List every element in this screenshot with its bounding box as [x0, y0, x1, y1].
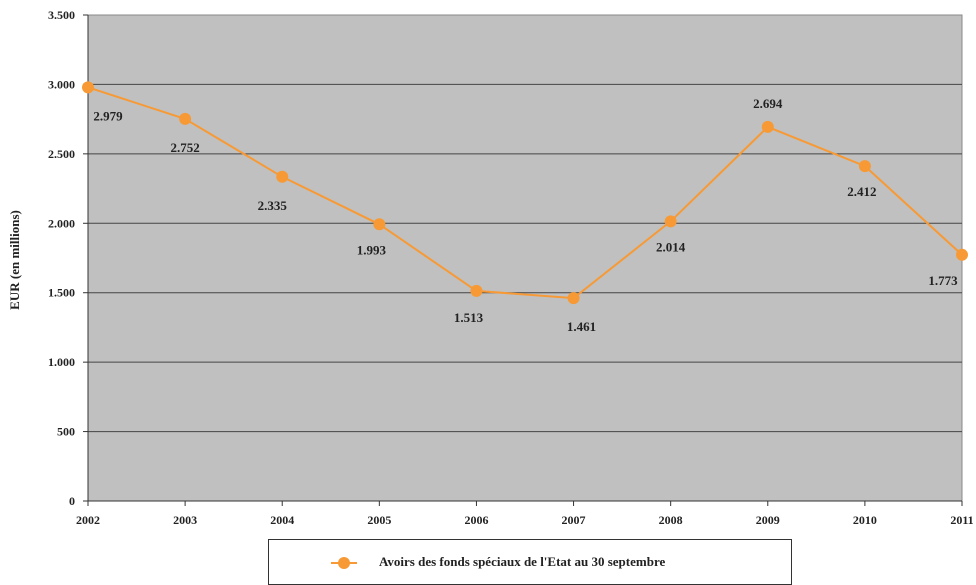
x-axis-ticks: 2002 2003 2004 2005 2006 2007 2008 2009 2010 2011: [76, 501, 974, 527]
legend: Avoirs des fonds spéciaux de l'Etat au 3…: [268, 539, 792, 585]
x-tick-label: 2004: [270, 513, 294, 527]
data-point: [82, 81, 94, 94]
data-point: [956, 248, 968, 261]
y-tick-label: 500: [57, 425, 75, 439]
x-tick-label: 2007: [562, 513, 586, 527]
data-labels: 2.979 2.752 2.335 1.993 1.513 1.461 2.014 2.694…: [93, 96, 958, 334]
data-point: [567, 292, 580, 305]
data-label: 2.014: [656, 239, 686, 254]
plot-area: [87, 14, 963, 502]
data-label: 1.461: [567, 319, 596, 334]
x-tick-label: 2010: [853, 513, 877, 527]
data-label: 2.412: [847, 184, 876, 199]
data-label: 2.752: [170, 140, 199, 155]
data-point: [470, 284, 483, 297]
y-axis-title: EUR (en millions): [7, 210, 22, 310]
data-point: [664, 215, 677, 228]
data-label: 2.335: [258, 198, 288, 213]
series-line: [87, 86, 963, 300]
data-point: [373, 218, 386, 231]
data-point: [858, 160, 871, 173]
x-tick-label: 2009: [756, 513, 780, 527]
y-tick-label: 2.000: [48, 216, 75, 230]
x-tick-label: 2003: [173, 513, 197, 527]
data-point: [179, 112, 192, 125]
legend-label: Avoirs des fonds spéciaux de l'Etat au 3…: [379, 554, 666, 569]
data-label: 1.513: [454, 310, 484, 325]
data-point: [276, 170, 289, 183]
data-label: 1.993: [357, 242, 387, 257]
y-axis-ticks: 0 500 1.000 1.500 2.000 2.500 3.000 3.500: [48, 8, 88, 508]
x-tick-label: 2005: [367, 513, 391, 527]
y-tick-label: 3.000: [48, 77, 75, 91]
axes: [87, 15, 962, 502]
x-tick-label: 2011: [950, 513, 973, 527]
data-points: [82, 81, 968, 305]
data-point: [761, 120, 774, 133]
data-label: 1.773: [928, 273, 958, 288]
legend-dot-icon: [338, 557, 350, 569]
x-tick-label: 2006: [464, 513, 488, 527]
x-tick-label: 2008: [659, 513, 683, 527]
y-tick-label: 3.500: [48, 8, 75, 22]
legend-line-marker: [331, 557, 357, 569]
data-label: 2.694: [753, 96, 783, 111]
y-tick-label: 1.500: [48, 286, 75, 300]
x-tick-label: 2002: [76, 513, 100, 527]
y-tick-label: 0: [69, 494, 75, 508]
gridlines: [88, 83, 962, 433]
y-tick-label: 2.500: [48, 147, 75, 161]
y-tick-label: 1.000: [48, 355, 75, 369]
data-label: 2.979: [93, 108, 123, 123]
